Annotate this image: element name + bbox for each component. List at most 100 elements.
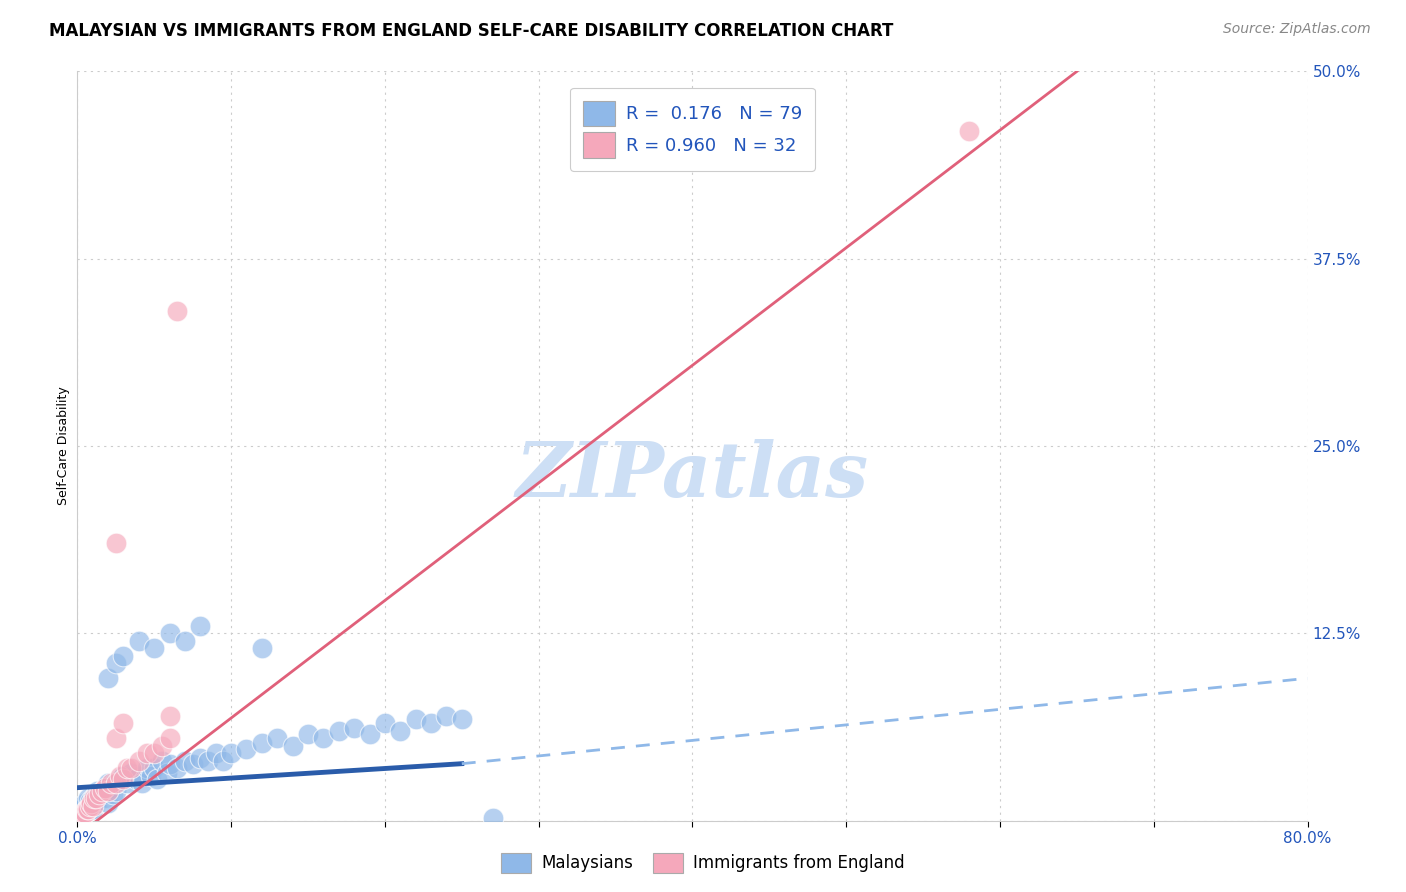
Point	[77, 791, 100, 805]
Point	[79, 794, 101, 808]
Point	[82, 791, 104, 805]
Point	[103, 776, 125, 790]
Point	[97, 776, 120, 790]
Point	[146, 772, 169, 786]
Point	[97, 671, 120, 685]
Point	[79, 803, 101, 817]
Point	[266, 731, 288, 746]
Point	[90, 787, 114, 801]
Point	[70, 809, 93, 823]
Point	[73, 798, 96, 813]
Point	[80, 796, 103, 810]
Point	[72, 805, 94, 819]
Point	[87, 792, 110, 806]
Point	[96, 787, 118, 801]
Point	[105, 776, 128, 790]
Point	[104, 783, 127, 797]
Point	[143, 746, 166, 760]
Point	[100, 780, 122, 795]
Point	[84, 791, 107, 805]
Point	[98, 783, 121, 797]
Point	[94, 780, 117, 795]
Point	[235, 741, 257, 756]
Point	[110, 772, 132, 786]
Point	[90, 783, 114, 797]
Point	[450, 712, 472, 726]
Point	[150, 739, 173, 753]
Point	[112, 648, 135, 663]
Point	[120, 765, 142, 780]
Point	[101, 787, 124, 801]
Point	[73, 796, 96, 810]
Point	[97, 783, 120, 797]
Point	[188, 750, 212, 764]
Point	[212, 754, 235, 768]
Point	[389, 723, 412, 738]
Point	[94, 780, 117, 795]
Point	[150, 754, 173, 768]
Point	[104, 657, 127, 671]
Text: ZIPatlas: ZIPatlas	[516, 439, 869, 513]
Point	[159, 731, 181, 746]
Point	[135, 761, 157, 775]
Point	[143, 761, 166, 775]
Point	[77, 798, 100, 813]
Text: MALAYSIAN VS IMMIGRANTS FROM ENGLAND SELF-CARE DISABILITY CORRELATION CHART: MALAYSIAN VS IMMIGRANTS FROM ENGLAND SEL…	[49, 22, 894, 40]
Text: Source: ZipAtlas.com: Source: ZipAtlas.com	[1223, 22, 1371, 37]
Point	[83, 796, 105, 810]
Point	[100, 776, 122, 790]
Point	[86, 783, 108, 797]
Legend: R =  0.176   N = 79, R = 0.960   N = 32: R = 0.176 N = 79, R = 0.960 N = 32	[569, 88, 815, 170]
Point	[76, 802, 98, 816]
Point	[112, 772, 135, 786]
Point	[135, 746, 157, 760]
Point	[155, 765, 177, 780]
Point	[79, 798, 101, 813]
Point	[328, 723, 350, 738]
Point	[374, 716, 396, 731]
Point	[312, 731, 335, 746]
Point	[87, 787, 110, 801]
Point	[128, 633, 150, 648]
Point	[82, 802, 104, 816]
Point	[197, 754, 219, 768]
Point	[93, 783, 115, 797]
Point	[174, 754, 197, 768]
Point	[188, 619, 212, 633]
Point	[89, 791, 111, 805]
Point	[112, 769, 135, 783]
Point	[110, 769, 132, 783]
Point	[83, 791, 105, 805]
Point	[82, 798, 104, 813]
Point	[250, 641, 273, 656]
Point	[128, 754, 150, 768]
Point	[159, 756, 181, 771]
Point	[80, 798, 103, 813]
Point	[131, 776, 153, 790]
Point	[128, 769, 150, 783]
Point	[420, 716, 443, 731]
Point	[159, 626, 181, 640]
Point	[281, 739, 304, 753]
Point	[204, 746, 226, 760]
Point	[159, 708, 181, 723]
Point	[104, 536, 127, 550]
Point	[141, 769, 163, 783]
Point	[72, 806, 94, 821]
Point	[125, 772, 148, 786]
Y-axis label: Self-Care Disability: Self-Care Disability	[58, 386, 70, 506]
Legend: Malaysians, Immigrants from England: Malaysians, Immigrants from England	[495, 847, 911, 880]
Point	[297, 727, 319, 741]
Point	[104, 731, 127, 746]
Point	[166, 761, 188, 775]
Point	[104, 776, 127, 790]
Point	[181, 756, 204, 771]
Point	[481, 811, 503, 825]
Point	[166, 304, 188, 318]
Point	[143, 641, 166, 656]
Point	[86, 796, 108, 810]
Point	[94, 791, 117, 805]
Point	[174, 633, 197, 648]
Point	[69, 811, 91, 825]
Point	[112, 716, 135, 731]
